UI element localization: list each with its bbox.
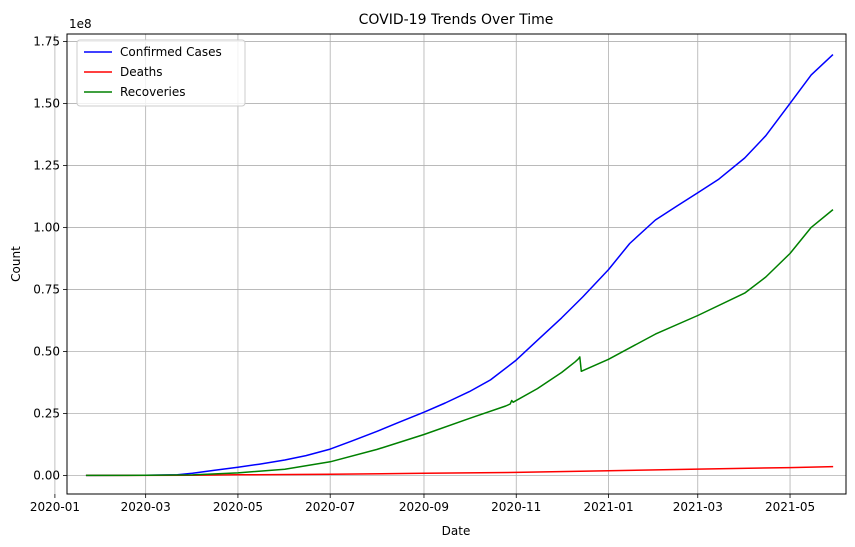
deaths-line bbox=[85, 465, 834, 477]
y-tick-label: 1.00 bbox=[33, 220, 60, 234]
x-tick-label: 2020-05 bbox=[213, 500, 263, 514]
data-series bbox=[85, 54, 834, 477]
x-tick-label: 2021-01 bbox=[583, 500, 633, 514]
x-tick-label: 2020-11 bbox=[491, 500, 541, 514]
confirmed-cases-line bbox=[85, 54, 834, 477]
x-axis-label: Date bbox=[442, 524, 471, 538]
x-tick-label: 2020-03 bbox=[121, 500, 171, 514]
legend-label-recoveries: Recoveries bbox=[120, 85, 186, 99]
plot-area-frame bbox=[66, 33, 847, 495]
x-axis-ticks: 2020-01 2020-03 2020-05 2020-07 2020-09 2020-… bbox=[30, 494, 815, 514]
x-tick-label: 2020-09 bbox=[399, 500, 449, 514]
y-axis-ticks: 0.00 0.25 0.50 0.75 1.00 1.25 1.50 1.75 bbox=[33, 34, 67, 482]
x-tick-label: 2020-01 bbox=[30, 500, 80, 514]
y-tick-label: 1.25 bbox=[33, 158, 60, 172]
x-tick-label: 2020-07 bbox=[305, 500, 355, 514]
y-axis-label: Count bbox=[9, 246, 23, 282]
y-tick-label: 0.75 bbox=[33, 282, 60, 296]
x-tick-label: 2021-05 bbox=[765, 500, 815, 514]
legend-label-confirmed: Confirmed Cases bbox=[120, 45, 222, 59]
legend: Confirmed Cases Deaths Recoveries bbox=[76, 39, 246, 107]
recoveries-line bbox=[85, 209, 834, 477]
grid-lines bbox=[54, 34, 846, 494]
legend-label-deaths: Deaths bbox=[120, 65, 163, 79]
y-tick-label: 1.75 bbox=[33, 34, 60, 48]
x-tick-label: 2021-03 bbox=[673, 500, 723, 514]
y-tick-label: 1.50 bbox=[33, 96, 60, 110]
y-axis-offset-label: 1e8 bbox=[69, 17, 92, 31]
legend-box bbox=[76, 39, 246, 107]
chart-title: COVID-19 Trends Over Time bbox=[359, 12, 554, 28]
y-tick-label: 0.25 bbox=[33, 406, 60, 420]
y-tick-label: 0.00 bbox=[33, 468, 60, 482]
y-tick-label: 0.50 bbox=[33, 344, 60, 358]
